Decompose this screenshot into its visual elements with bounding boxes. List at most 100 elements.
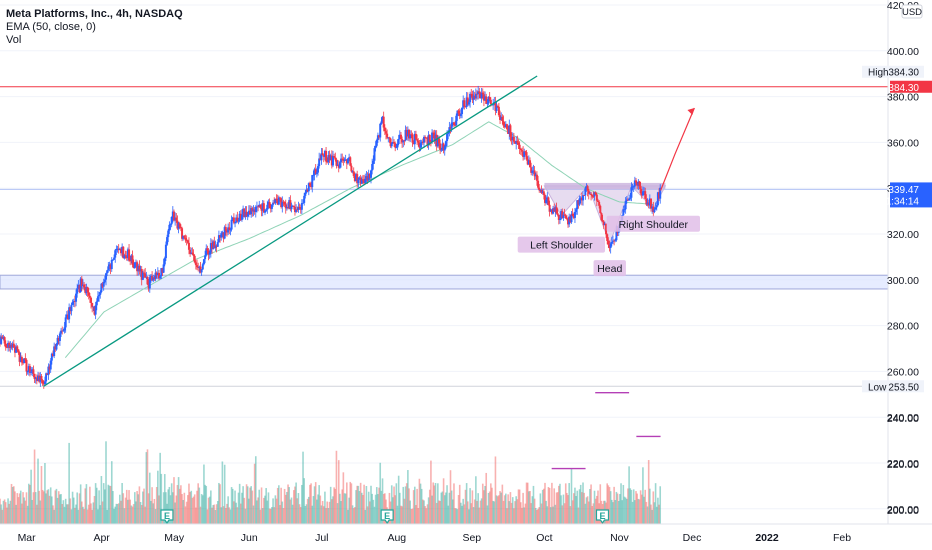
candle-body — [202, 259, 205, 265]
volume-indicator-label[interactable]: Vol — [6, 34, 22, 46]
earnings-marker[interactable]: E — [160, 509, 174, 525]
candle-body — [115, 249, 118, 251]
volume-bar — [105, 441, 107, 528]
volume-bar — [214, 509, 217, 528]
time-tick-label: Aug — [387, 532, 406, 544]
candle-body — [296, 209, 299, 211]
volume-bar — [38, 490, 40, 528]
volume-bar — [249, 487, 251, 528]
earnings-marker[interactable]: E — [380, 509, 394, 525]
volume-bar — [235, 502, 238, 528]
candle-body — [224, 227, 227, 231]
candle-body — [384, 131, 387, 134]
candle-body — [314, 169, 317, 175]
volume-bar — [636, 493, 638, 528]
candle-body — [130, 255, 133, 261]
candle-body — [436, 138, 439, 147]
candle-body — [404, 129, 407, 141]
volume-bar — [518, 489, 521, 528]
candle-body — [492, 104, 495, 106]
volume-bar — [498, 495, 500, 528]
candle-body — [179, 226, 182, 229]
candle-body — [331, 156, 334, 166]
candle-body — [239, 213, 242, 220]
volume-bar — [188, 483, 190, 528]
candle-body — [529, 160, 532, 168]
candle-body — [374, 145, 377, 149]
candle-body — [311, 175, 314, 188]
currency-selector[interactable]: USD — [901, 4, 923, 19]
volume-bar — [236, 507, 239, 528]
volume-bar — [177, 477, 180, 528]
symbol-title[interactable]: Meta Platforms, Inc., 4h, NASDAQ — [6, 8, 183, 20]
volume-bar — [623, 496, 626, 528]
volume-bar — [396, 505, 399, 528]
volume-bar — [250, 486, 252, 528]
candle-body — [651, 206, 654, 209]
volume-bar — [614, 500, 617, 528]
price-tick-label: 240.00 — [887, 412, 919, 424]
candle-body — [230, 219, 233, 230]
volume-bar — [510, 502, 513, 528]
candle-body — [599, 205, 602, 214]
candle-body — [47, 366, 50, 376]
volume-bar — [147, 493, 150, 528]
earnings-icon-letter: E — [599, 511, 605, 521]
volume-bar — [558, 485, 560, 528]
candle-body — [391, 141, 394, 144]
volume-bar — [472, 507, 475, 528]
volume-bar — [280, 487, 282, 528]
candle-body — [421, 141, 424, 143]
volume-bar — [69, 498, 72, 528]
volume-bar — [371, 493, 373, 528]
candle-body — [132, 264, 135, 269]
candle-body — [340, 158, 343, 163]
volume-bar — [39, 500, 42, 528]
ema-indicator-label[interactable]: EMA (50, close, 0) — [6, 21, 96, 33]
candle-body — [344, 159, 347, 161]
candle-body — [379, 123, 382, 138]
volume-bar — [145, 452, 148, 528]
volume-bar — [452, 499, 454, 528]
candle-body — [583, 195, 586, 197]
earnings-marker[interactable]: E — [595, 509, 610, 525]
volume-bar — [536, 509, 538, 528]
volume-bar — [572, 493, 575, 528]
candle-body — [552, 208, 555, 214]
earnings-icon-letter: E — [164, 511, 170, 521]
volume-bar — [68, 442, 70, 528]
candle-body — [563, 214, 566, 216]
candle-body — [451, 122, 454, 124]
volume-bar — [551, 482, 553, 528]
volume-bar — [655, 506, 658, 528]
volume-bar — [491, 487, 493, 528]
volume-bar — [18, 493, 21, 528]
candle-body — [56, 337, 59, 345]
volume-bar — [231, 488, 234, 528]
candle-body — [269, 208, 272, 209]
candle-body — [76, 288, 79, 294]
candle-body — [244, 211, 247, 217]
volume-bar — [234, 490, 236, 528]
candle-body — [518, 144, 521, 149]
candle-body — [532, 170, 535, 172]
high-tag-value: 384.30 — [888, 83, 919, 94]
candle-body — [452, 122, 455, 126]
volume-bar — [457, 495, 460, 528]
candle-body — [487, 96, 490, 104]
candle-body — [116, 248, 119, 250]
candle-body — [108, 264, 111, 267]
volume-bar — [251, 490, 254, 528]
candle-body — [58, 333, 61, 341]
volume-bar — [523, 507, 526, 528]
candle-body — [105, 273, 108, 280]
candle-body — [565, 218, 568, 220]
volume-bar — [351, 505, 354, 528]
volume-bar — [269, 508, 272, 528]
candle-body — [504, 124, 507, 128]
candle-body — [567, 218, 570, 225]
volume-bar — [534, 507, 537, 528]
candle-body — [300, 202, 303, 210]
candle-body — [290, 206, 293, 210]
